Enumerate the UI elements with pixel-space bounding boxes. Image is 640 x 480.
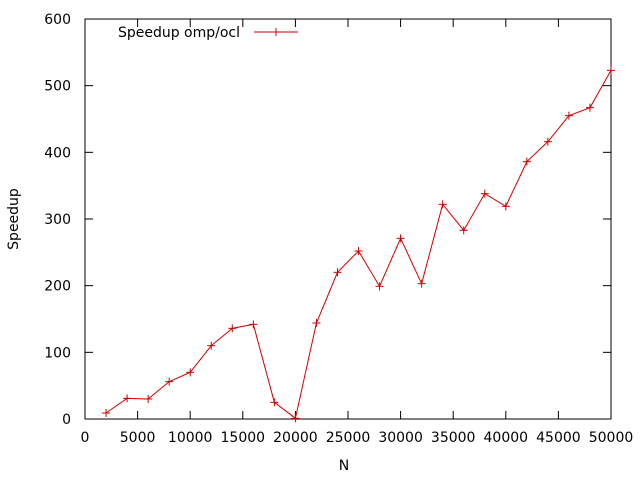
y-axis-title: Speedup (6, 188, 22, 250)
x-tick-label: 50000 (589, 430, 634, 446)
data-point (270, 398, 279, 407)
axis-ticks: 0 5000 10000 15000 20000 25000 30000 35000 40000… (44, 12, 633, 446)
series-layer (102, 66, 615, 423)
y-tick-label: 0 (62, 412, 71, 428)
data-point (459, 226, 468, 235)
data-point (396, 234, 405, 243)
x-axis-title: N (339, 458, 349, 474)
x-tick-label: 45000 (536, 430, 581, 446)
x-tick-label: 5000 (120, 430, 156, 446)
legend-plus-marker (272, 28, 280, 36)
data-point (480, 189, 489, 198)
data-point (333, 268, 342, 277)
x-tick-label: 20000 (273, 430, 318, 446)
data-point (312, 319, 321, 327)
x-tick-label: 15000 (221, 430, 266, 446)
x-tick-label: 40000 (484, 430, 529, 446)
plot-frame (84, 18, 612, 420)
data-point (249, 320, 258, 329)
legend-label: Speedup omp/ocl (118, 25, 240, 41)
data-point (564, 111, 573, 120)
data-point (228, 324, 237, 333)
data-point (375, 282, 384, 291)
x-tick-label: 25000 (326, 430, 371, 446)
data-point (607, 66, 615, 75)
x-tick-label: 10000 (168, 430, 213, 446)
data-point (144, 395, 153, 403)
y-tick-label: 200 (44, 279, 71, 295)
data-point (354, 247, 363, 255)
y-tick-label: 100 (44, 345, 71, 361)
data-point (165, 377, 174, 386)
series-line (105, 70, 612, 420)
y-tick-label: 500 (44, 79, 71, 95)
legend: Speedup omp/ocl (118, 25, 298, 41)
data-point (501, 202, 510, 211)
x-tick-label: 35000 (431, 430, 476, 446)
legend-marker (272, 28, 280, 36)
data-point (207, 341, 216, 350)
data-point (102, 409, 111, 417)
data-point (522, 157, 531, 166)
data-point (417, 279, 426, 288)
x-tick-label: 0 (81, 430, 90, 446)
y-tick-label: 300 (44, 212, 71, 228)
x-tick-label: 30000 (378, 430, 423, 446)
data-point (123, 394, 132, 403)
plot-border (84, 18, 612, 420)
data-point (543, 137, 552, 146)
data-point (186, 368, 195, 377)
y-tick-label: 600 (44, 12, 71, 28)
data-point (438, 200, 447, 209)
data-point (291, 414, 300, 423)
y-tick-label: 400 (44, 145, 71, 161)
data-point (585, 103, 594, 112)
